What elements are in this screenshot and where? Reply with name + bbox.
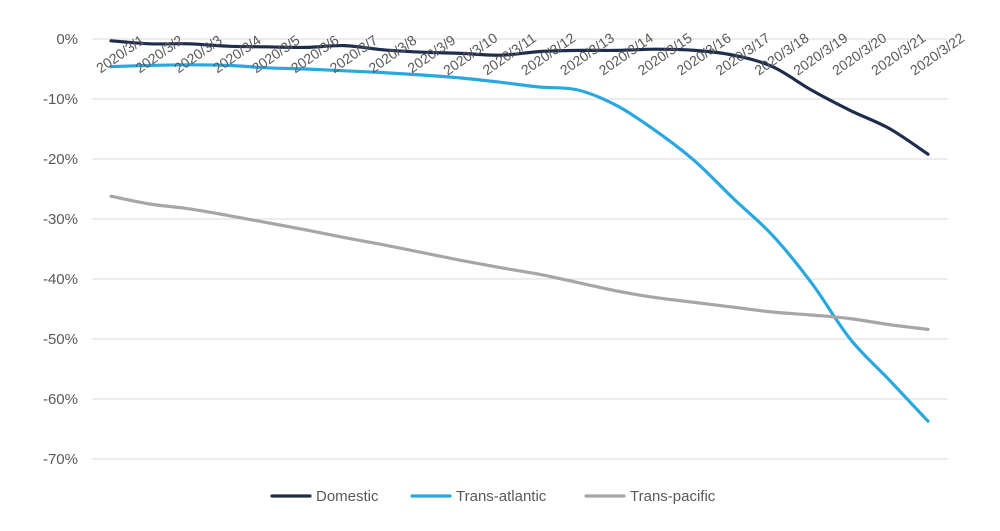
series-line-trans-pacific <box>109 194 930 331</box>
y-tick-label: -50% <box>43 331 78 348</box>
series-line-domestic <box>109 39 930 156</box>
y-tick-label: 0% <box>56 31 78 48</box>
legend-label: Trans-pacific <box>630 488 716 505</box>
gridlines <box>92 38 948 460</box>
y-tick-label: -20% <box>43 151 78 168</box>
series-lines <box>109 39 930 423</box>
y-tick-label: -40% <box>43 271 78 288</box>
series-line-trans-atlantic <box>109 63 930 423</box>
legend: Domestic Trans-atlantic Trans-pacific <box>270 488 716 505</box>
y-tick-label: -10% <box>43 91 78 108</box>
y-axis-tick-labels: 0% -10% -20% -30% -40% -50% -60% -70% <box>43 31 78 468</box>
y-tick-label: -30% <box>43 211 78 228</box>
legend-label: Trans-atlantic <box>456 488 547 505</box>
legend-label: Domestic <box>316 488 379 505</box>
y-tick-label: -60% <box>43 391 78 408</box>
y-tick-label: -70% <box>43 451 78 468</box>
